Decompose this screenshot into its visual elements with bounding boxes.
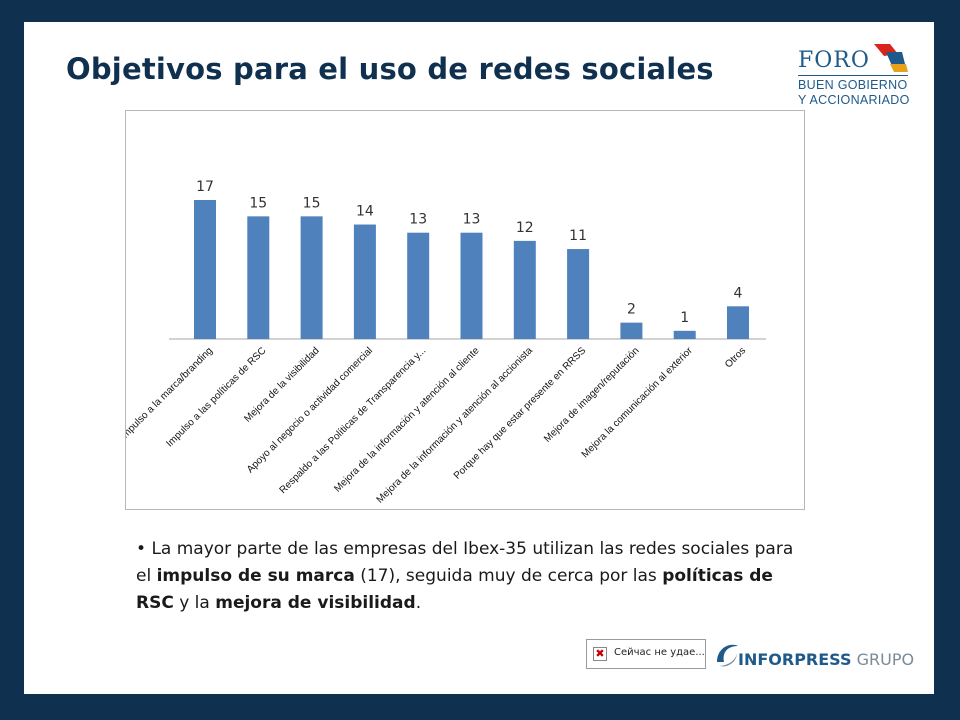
data-label: 15 [303,195,321,211]
data-label: 1 [680,310,689,326]
bullet-bold-3: mejora de visibilidad [215,593,416,613]
bullet-text-1: La mayor parte de las empresas del Ibex-… [136,539,794,586]
bar [513,240,536,339]
bar [727,306,749,339]
inforpress-swoosh-icon [717,644,738,667]
data-label: 14 [356,204,374,220]
data-label: 15 [249,195,267,211]
foro-logo: FORO BUEN GOBIERNO Y ACCIONARIADO [794,42,914,112]
bullet-text-4: . [415,593,422,613]
bar [673,330,696,339]
inforpress-name: INFORPRESS [738,650,852,669]
foro-logo-divider [798,75,908,76]
data-label: 11 [569,228,587,244]
broken-image-text: Сейчас не удае... [614,647,705,658]
data-label: 13 [463,212,481,228]
slide-title: Objetivos para el uso de redes sociales [66,52,714,86]
foro-logo-name: FORO [798,48,870,73]
data-label: 17 [196,179,214,195]
foro-logo-line2: Y ACCIONARIADO [798,93,910,107]
category-label: Impulso a las políticas de RSC [164,345,268,449]
broken-image-icon: ✖ [593,647,607,661]
category-label: Mejora la comunicación al exterior [580,345,696,461]
bar [460,232,483,339]
bar [620,322,643,339]
data-label: 12 [516,220,534,236]
bar [300,216,323,339]
bullet-bold-2: políticas de RSC [136,566,773,613]
inforpress-grupo: GRUPO [851,650,915,669]
data-label: 2 [627,302,636,318]
slide: Objetivos para el uso de redes sociales … [24,22,934,694]
bar [407,232,430,339]
bullet-text-2: (17), seguida muy de cerca por las [354,566,663,586]
foro-logo-mark [874,44,908,72]
bar [353,224,376,339]
bullet-text-3: y la [173,593,216,613]
bar [194,200,216,339]
foro-logo-line1: BUEN GOBIERNO [798,78,908,92]
inforpress-wordmark: INFORPRESS GRUPO [738,650,914,669]
bullet-bold-1: impulso de su marca [156,566,355,586]
summary-bullet: • La mayor parte de las empresas del Ibe… [136,539,794,613]
inforpress-logo: INFORPRESS GRUPO [714,638,934,674]
bar [567,249,590,339]
bar [247,216,270,339]
category-label: Mejora de imagen/reputación [542,345,641,444]
chart-frame: 17 Impulso a la marca/branding 15 Impulso a… [118,110,805,510]
category-label: Otros [723,345,748,370]
broken-image-placeholder: ✖ Сейчас не удае... [586,639,706,669]
bar-chart: 17 Impulso a la marca/branding 15 Impulso a… [118,179,766,506]
category-label: Impulso a la marca/branding [126,345,215,442]
data-label: 4 [734,285,743,301]
data-label: 13 [409,212,427,228]
